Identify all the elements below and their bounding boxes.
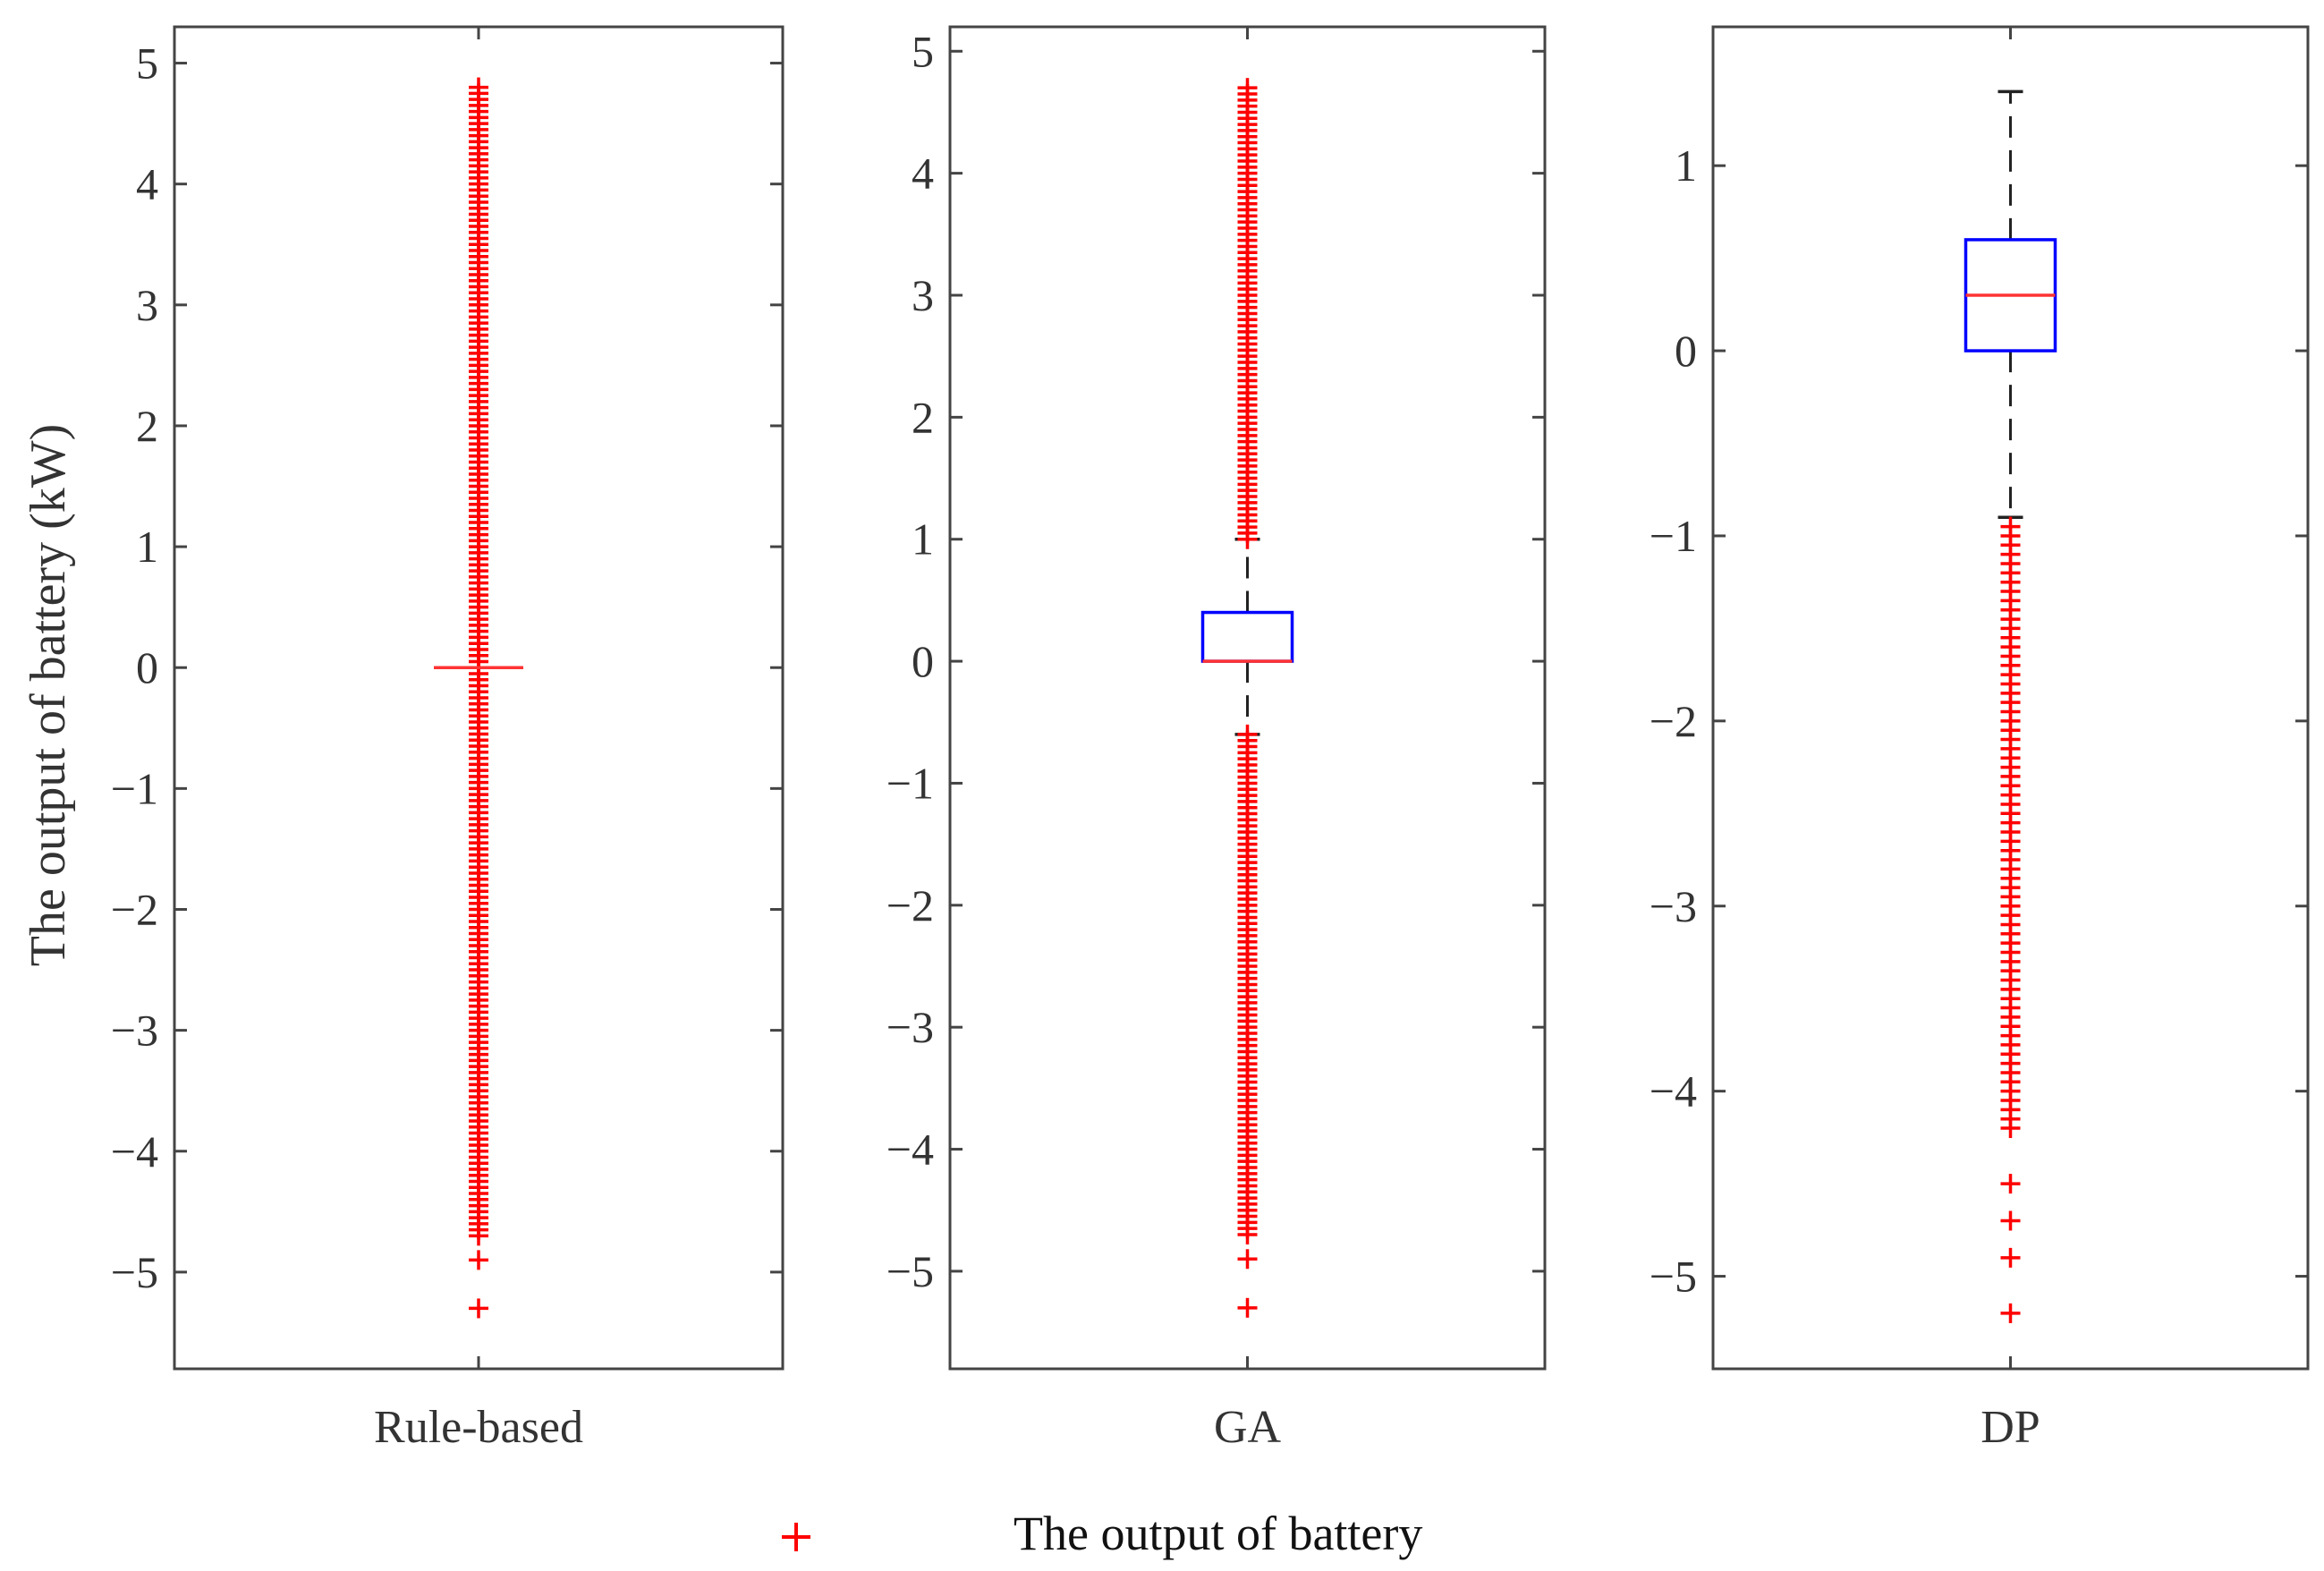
outlier-marker [2000, 1174, 2021, 1194]
y-tick-label: −1 [886, 758, 934, 808]
category-label: DP [1980, 1402, 2040, 1453]
y-tick-label: −5 [111, 1247, 158, 1297]
y-tick-label: −1 [111, 763, 158, 813]
y-tick-label: −5 [1650, 1252, 1697, 1302]
iqr-box [1200, 610, 1294, 663]
y-tick-label: 0 [1675, 326, 1697, 376]
outlier-marker [469, 77, 488, 98]
outlier-marker [469, 1298, 488, 1319]
y-tick-label: −3 [886, 1002, 934, 1052]
outlier-marker [2000, 516, 2021, 537]
boxplot-panels: −5 −4 −3 −2 −1 0 1 2 3 4 5 Rule-based −5 −4 −3 −2 −1 0 1 2 3… [111, 25, 2310, 1453]
y-tick-label: 4 [912, 149, 934, 199]
category-label: GA [1214, 1402, 1282, 1453]
outlier-marker [1237, 78, 1258, 98]
legend-label: The output of battery [1014, 1507, 1422, 1560]
outlier-marker [1237, 1297, 1258, 1318]
y-tick-label: 0 [912, 636, 934, 686]
outlier-marker [1237, 1249, 1258, 1270]
y-tick-label: −5 [886, 1246, 934, 1296]
y-tick-label: 2 [912, 392, 934, 442]
y-tick-label: −4 [111, 1126, 158, 1176]
y-tick-label: −4 [886, 1125, 934, 1175]
y-tick-label: −3 [111, 1006, 158, 1056]
outlier-marker [2000, 1303, 2021, 1323]
y-tick-label: −2 [111, 884, 158, 934]
outlier-marker [2000, 1247, 2021, 1268]
legend-marker-plus [782, 1523, 810, 1551]
outliers [469, 77, 488, 1319]
y-tick-label: −3 [1650, 881, 1697, 931]
panel-dp: −5 −4 −3 −2 −1 0 1 DP [1650, 25, 2310, 1453]
outliers [1237, 78, 1258, 1318]
y-tick-label: 3 [136, 280, 158, 330]
y-tick-label: 1 [1675, 140, 1697, 191]
y-tick-label: −2 [1650, 696, 1697, 746]
outliers [2000, 516, 2021, 1323]
y-tick-label: 3 [912, 270, 934, 320]
y-tick-label: −1 [1650, 511, 1697, 561]
y-tick-label: 1 [136, 522, 158, 572]
y-tick-label: −4 [1650, 1066, 1697, 1117]
y-tick-label: 4 [136, 159, 158, 209]
y-tick-label: 2 [136, 401, 158, 451]
y-tick-label: 5 [136, 38, 158, 89]
outlier-marker [1237, 724, 1258, 744]
legend: The output of battery [782, 1507, 1422, 1560]
y-axis-title: The output of battery (kW) [21, 424, 76, 966]
y-tick-label: 1 [912, 514, 934, 565]
category-label: Rule-based [374, 1402, 583, 1453]
y-tick-label: −2 [886, 880, 934, 930]
y-tick-label: 0 [136, 642, 158, 692]
outlier-marker [469, 1250, 488, 1270]
y-tick-label: 5 [912, 26, 934, 76]
outlier-marker [2000, 1210, 2021, 1231]
panel-ga: −5 −4 −3 −2 −1 0 1 2 3 4 5 GA [886, 25, 1547, 1453]
panel-rule-based: −5 −4 −3 −2 −1 0 1 2 3 4 5 Rule-based [111, 25, 785, 1453]
